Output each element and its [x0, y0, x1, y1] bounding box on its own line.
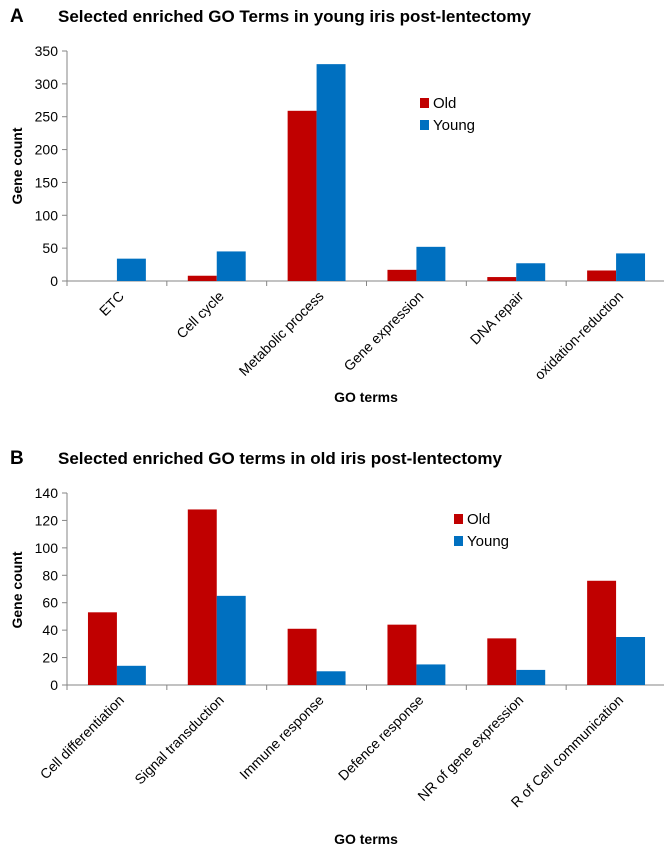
bar-young	[416, 246, 446, 281]
x-tick-label: R of Cell communication	[508, 692, 627, 811]
y-tick-label: 0	[50, 273, 58, 289]
bar-young	[516, 669, 546, 685]
legend-swatch-old	[454, 514, 463, 524]
bar-young	[616, 253, 646, 281]
bar-young	[516, 263, 546, 281]
bar-young	[116, 258, 146, 281]
bar-old	[187, 509, 217, 685]
x-tick-label: Cell differentiation	[37, 692, 127, 782]
legend-swatch-young	[420, 120, 429, 130]
y-tick-label: 120	[35, 512, 59, 528]
bar-old	[187, 275, 217, 281]
bar-young	[316, 671, 346, 685]
legend-label-old: Old	[467, 511, 490, 528]
x-tick-label: Signal transduction	[131, 692, 227, 788]
x-tick-label: ETC	[96, 288, 127, 319]
x-tick-label: Cell cycle	[173, 288, 227, 342]
x-tick-label: DNA repair	[467, 288, 527, 348]
y-tick-label: 0	[50, 677, 58, 693]
y-tick-label: 200	[35, 142, 59, 158]
x-axis-title-b: GO terms	[334, 831, 398, 847]
y-tick-label: 300	[35, 76, 59, 92]
y-tick-label: 350	[35, 43, 59, 59]
chart-title-b: Selected enriched GO terms in old iris p…	[58, 449, 503, 468]
y-tick-label: 60	[42, 595, 58, 611]
y-tick-label: 80	[42, 567, 58, 583]
y-tick-label: 20	[42, 650, 58, 666]
x-tick-label: Defence response	[335, 692, 427, 784]
x-tick-label: Immune response	[236, 692, 327, 783]
bar-old	[287, 110, 317, 281]
bar-young	[416, 664, 446, 685]
y-tick-label: 150	[35, 174, 59, 190]
chart-marks-b: 0 20 40 60 80 100 120 140 Cell differentiation Si…	[35, 485, 664, 810]
bar-old	[287, 628, 317, 685]
chart-title-a: Selected enriched GO Terms in young iris…	[58, 7, 532, 26]
bar-old	[87, 612, 117, 685]
bar-old	[487, 638, 517, 685]
chart-panel-b: B Selected enriched GO terms in old iris…	[9, 448, 664, 847]
legend-swatch-young	[454, 536, 463, 546]
bar-young	[116, 665, 146, 685]
legend-swatch-old	[420, 98, 429, 108]
bar-young	[216, 251, 246, 281]
y-tick-label: 40	[42, 622, 58, 638]
bar-old	[487, 277, 517, 281]
x-axis-title-a: GO terms	[334, 389, 398, 405]
y-tick-label: 100	[35, 540, 59, 556]
x-tick-label: Metabolic process	[236, 288, 327, 379]
y-tick-label: 100	[35, 207, 59, 223]
chart-panel-a: A Selected enriched GO Terms in young ir…	[9, 6, 664, 405]
bar-old	[387, 269, 417, 281]
panel-letter-a: A	[10, 6, 24, 27]
x-tick-label: Gene expression	[340, 288, 426, 374]
bar-young	[316, 64, 346, 282]
legend-label-young: Young	[433, 117, 475, 134]
y-axis-title-b: Gene count	[9, 551, 25, 628]
chart-marks-a: 0 50 100 150 200 250 300 350 ETC Cell cycle Metabo…	[35, 43, 664, 383]
y-axis-title-a: Gene count	[9, 127, 25, 204]
bar-old	[587, 270, 617, 281]
panel-letter-b: B	[10, 448, 24, 469]
y-tick-label: 140	[35, 485, 59, 501]
bar-young	[216, 595, 246, 685]
x-tick-label: oxidation-reduction	[531, 288, 626, 383]
y-tick-label: 250	[35, 109, 59, 125]
x-tick-label: NR of gene expression	[414, 692, 526, 804]
bar-old	[587, 580, 617, 685]
bar-old	[387, 624, 417, 685]
y-tick-label: 50	[42, 240, 58, 256]
bar-young	[616, 637, 646, 685]
legend-label-old: Old	[433, 95, 456, 112]
legend-label-young: Young	[467, 533, 509, 550]
